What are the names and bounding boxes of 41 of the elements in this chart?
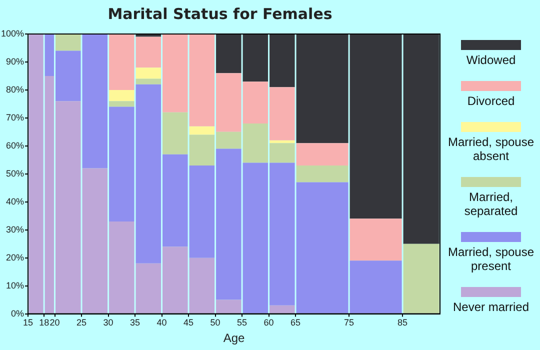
y-tick-label: 90% [6, 56, 24, 66]
legend-label: Never married [452, 300, 530, 314]
x-tick-label: 30 [103, 318, 114, 328]
bar [109, 90, 134, 102]
x-tick-label: 45 [184, 318, 194, 328]
bar [189, 126, 215, 135]
x-tick-label: 50 [210, 318, 220, 328]
bar [136, 78, 162, 84]
x-tick-label: 25 [76, 318, 87, 328]
y-tick-label: 30% [6, 224, 24, 234]
y-tick-label: 40% [6, 196, 24, 206]
x-tick-label: 85 [398, 318, 408, 328]
y-tick-label: 60% [6, 140, 24, 150]
y-tick-label: 80% [6, 84, 24, 94]
bar [270, 140, 295, 144]
x-tick-label: 20 [50, 318, 60, 328]
bar [136, 68, 162, 79]
x-tick-label: 60 [264, 318, 274, 328]
x-tick-label: 35 [130, 318, 140, 328]
x-tick-label: 18 [39, 318, 50, 328]
y-tick-label: 50% [6, 168, 24, 178]
legend-label: Married, spouse present [446, 245, 536, 273]
bar [56, 34, 81, 51]
x-tick-label: 75 [344, 318, 354, 328]
y-tick-label: 70% [6, 112, 24, 122]
bar [270, 305, 295, 314]
legend-label: Married, spouse absent [446, 135, 536, 163]
legend-label: Married, separated [463, 190, 519, 218]
legend-label: Widowed [465, 53, 517, 67]
bar [109, 101, 134, 107]
x-tick-label: 40 [156, 318, 167, 328]
legend-label: Divorced [466, 94, 516, 108]
y-tick-label: 10% [6, 280, 24, 290]
x-tick-label: 65 [290, 318, 301, 328]
y-tick-label: 100% [0, 28, 24, 38]
chart-title: Marital Status for Females [108, 4, 332, 23]
x-tick-label: 55 [237, 318, 248, 328]
y-tick-label: 0% [11, 308, 24, 318]
y-tick-label: 20% [6, 252, 24, 262]
x-tick-label: 15 [23, 318, 34, 328]
x-axis-title: Age [223, 331, 246, 346]
